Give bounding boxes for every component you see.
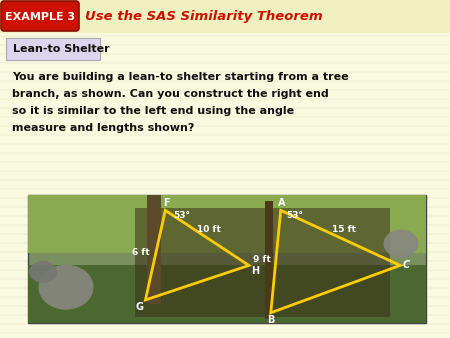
Bar	[265, 201, 273, 319]
Text: so it is similar to the left end using the angle: so it is similar to the left end using t…	[12, 106, 294, 116]
Text: F: F	[163, 198, 170, 208]
FancyBboxPatch shape	[6, 38, 100, 60]
Text: 10 ft: 10 ft	[197, 225, 221, 234]
Text: EXAMPLE 3: EXAMPLE 3	[5, 11, 75, 22]
Text: 53°: 53°	[173, 211, 190, 220]
Bar	[28, 195, 426, 252]
Text: measure and lengths shown?: measure and lengths shown?	[12, 123, 194, 133]
Text: B: B	[267, 315, 274, 325]
Text: 6 ft: 6 ft	[132, 248, 150, 257]
FancyBboxPatch shape	[1, 1, 79, 31]
Text: G: G	[135, 302, 144, 312]
Bar	[28, 195, 426, 323]
Text: 9 ft: 9 ft	[253, 255, 271, 264]
Ellipse shape	[383, 230, 418, 258]
Bar	[135, 208, 390, 317]
Text: C: C	[403, 260, 410, 270]
Text: 15 ft: 15 ft	[333, 225, 356, 234]
Bar	[0, 0, 450, 33]
Text: H: H	[251, 266, 259, 276]
Text: You are building a lean-to shelter starting from a tree: You are building a lean-to shelter start…	[12, 72, 349, 82]
Text: 53°: 53°	[287, 211, 304, 220]
Ellipse shape	[29, 261, 57, 283]
Text: branch, as shown. Can you construct the right end: branch, as shown. Can you construct the …	[12, 89, 329, 99]
Bar	[28, 265, 426, 323]
Text: A: A	[278, 198, 285, 208]
Text: Lean-to Shelter: Lean-to Shelter	[13, 44, 110, 54]
Ellipse shape	[39, 265, 94, 310]
Text: Use the SAS Similarity Theorem: Use the SAS Similarity Theorem	[85, 10, 323, 23]
Bar	[148, 195, 162, 304]
